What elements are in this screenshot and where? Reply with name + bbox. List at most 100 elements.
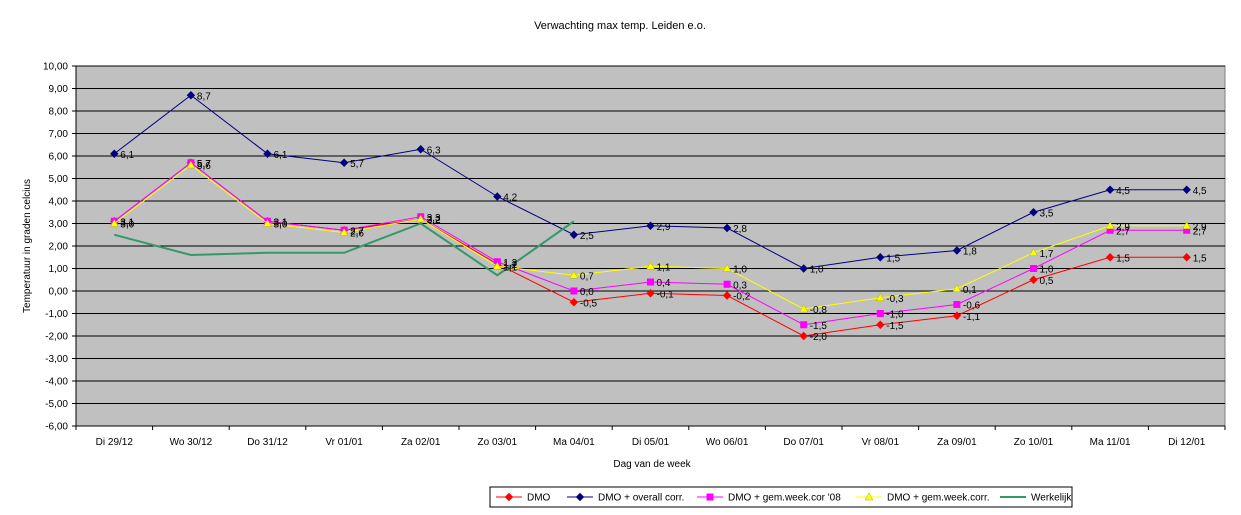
- data-point: [492, 261, 502, 270]
- data-point: [647, 278, 654, 286]
- data-label: 3,3: [427, 213, 441, 224]
- data-point: [875, 293, 885, 301]
- x-tick-label: Zo 03/01: [478, 437, 518, 448]
- data-label: -0,6: [963, 301, 981, 312]
- data-point: [1105, 221, 1115, 229]
- y-axis-label: Temperatuur in graden celcius: [22, 179, 33, 313]
- data-label: 0,5: [1040, 276, 1054, 287]
- data-label: -0,5: [580, 298, 598, 309]
- data-point: [339, 158, 349, 167]
- data-label: 1,5: [886, 253, 900, 264]
- data-point: [722, 291, 732, 300]
- data-point: [1029, 275, 1038, 284]
- data-label: -0,3: [886, 294, 904, 305]
- legend-label: DMO: [527, 493, 551, 504]
- data-label: 1,5: [1116, 253, 1130, 264]
- legend-item: DMO: [496, 493, 551, 504]
- series-line: [114, 220, 575, 277]
- y-tick-label: -6,00: [45, 422, 68, 433]
- data-point: [416, 145, 425, 154]
- data-label: -1,5: [810, 321, 828, 332]
- data-label: 1,0: [1040, 265, 1054, 276]
- data-label: -1,0: [886, 310, 904, 321]
- data-point: [416, 214, 426, 223]
- y-tick-label: 7,00: [49, 129, 69, 140]
- x-tick-label: Ma 04/01: [553, 437, 595, 448]
- data-label: -0,2: [733, 292, 751, 303]
- data-point: [570, 287, 578, 295]
- data-point: [569, 230, 579, 239]
- data-label: 6,1: [274, 150, 288, 161]
- x-tick-label: Ma 11/01: [1090, 437, 1131, 448]
- data-point: [646, 289, 655, 298]
- data-label: 8,7: [197, 91, 211, 102]
- legend-item: Werkelijk: [1000, 493, 1072, 504]
- data-point: [799, 331, 808, 341]
- data-point: [723, 280, 731, 288]
- data-label: 4,2: [503, 193, 517, 204]
- data-label: 4,5: [1193, 186, 1207, 197]
- data-label: 2,7: [350, 226, 364, 237]
- data-point: [1030, 265, 1037, 272]
- y-tick-label: 6,00: [49, 152, 69, 163]
- data-label: 0,3: [733, 280, 747, 291]
- data-label: 1,5: [1193, 253, 1207, 264]
- data-label: 1,0: [733, 265, 747, 276]
- x-axis: Di 29/12 Wo 30/12 Do 31/12 Vr 01/01 Za 02/01…: [75, 425, 1226, 448]
- data-label: 3,2: [427, 215, 441, 226]
- data-label: 3,5: [1040, 208, 1054, 219]
- legend-label: DMO + gem.week.corr.: [887, 493, 990, 504]
- y-tick-label: 0,00: [49, 287, 69, 298]
- data-label: 3,1: [274, 217, 288, 228]
- chart-title: Verwachting max temp. Leiden e.o.: [534, 20, 706, 32]
- data-point: [1182, 221, 1192, 229]
- data-point: [876, 310, 884, 317]
- x-tick-label: Di 29/12: [96, 437, 134, 448]
- data-point: [110, 149, 119, 158]
- data-point: [876, 320, 885, 329]
- legend: DMO DMO + overall corr. DMO + gem.week.cor…: [489, 486, 1073, 508]
- series-group: [109, 91, 1192, 341]
- x-tick-label: Do 31/12: [247, 437, 288, 448]
- data-point: [263, 218, 272, 227]
- data-point: [186, 160, 196, 169]
- data-label: 6,3: [427, 145, 441, 156]
- x-tick-label: Zo 10/01: [1014, 437, 1054, 448]
- data-label: 4,5: [1116, 186, 1130, 197]
- data-point: [1182, 185, 1191, 194]
- data-label: 1,7: [1040, 249, 1054, 260]
- y-tick-label: 3,00: [49, 219, 69, 230]
- data-label: 3,1: [120, 217, 134, 228]
- x-tick-label: Wo 06/01: [706, 437, 749, 448]
- data-label: 5,7: [197, 159, 211, 170]
- data-point: [569, 298, 579, 307]
- series-4: [109, 160, 1192, 313]
- x-tick-label: Za 02/01: [401, 437, 441, 448]
- data-label: 3,1: [120, 217, 134, 228]
- x-tick-label: Za 09/01: [937, 437, 977, 448]
- x-tick-label: Di 05/01: [632, 437, 670, 448]
- y-axis: 10,00 9,00 8,00 7,00 6,00 5,00 4,00 3,00 2,00 1,0…: [43, 62, 77, 433]
- data-label: -2,0: [810, 332, 828, 343]
- x-tick-label: Wo 30/12: [170, 437, 213, 448]
- y-tick-label: -3,00: [45, 354, 68, 365]
- data-labels: 3,15,73,12,73,21,2-0,5-0,1 -0,2-2,0-1,5-1…: [120, 91, 1207, 343]
- data-point: [952, 311, 962, 320]
- legend-label: DMO + gem.week.cor '08: [728, 493, 841, 504]
- y-tick-label: 10,00: [43, 62, 68, 73]
- series-2: [110, 91, 1191, 273]
- data-label: 3,1: [274, 217, 288, 228]
- series-5: [114, 220, 575, 277]
- data-label: 1,3: [503, 258, 517, 269]
- data-point: [876, 253, 885, 262]
- data-label: 2,6: [350, 229, 364, 240]
- data-label: 3,0: [274, 220, 288, 231]
- legend-label: DMO + overall corr.: [598, 493, 684, 504]
- data-label: 2,9: [1116, 222, 1130, 233]
- legend-marker: [864, 492, 874, 501]
- y-tick-label: 8,00: [49, 107, 69, 118]
- legend-marker: [706, 493, 714, 501]
- data-point: [109, 218, 119, 227]
- y-tick-label: -5,00: [45, 399, 68, 410]
